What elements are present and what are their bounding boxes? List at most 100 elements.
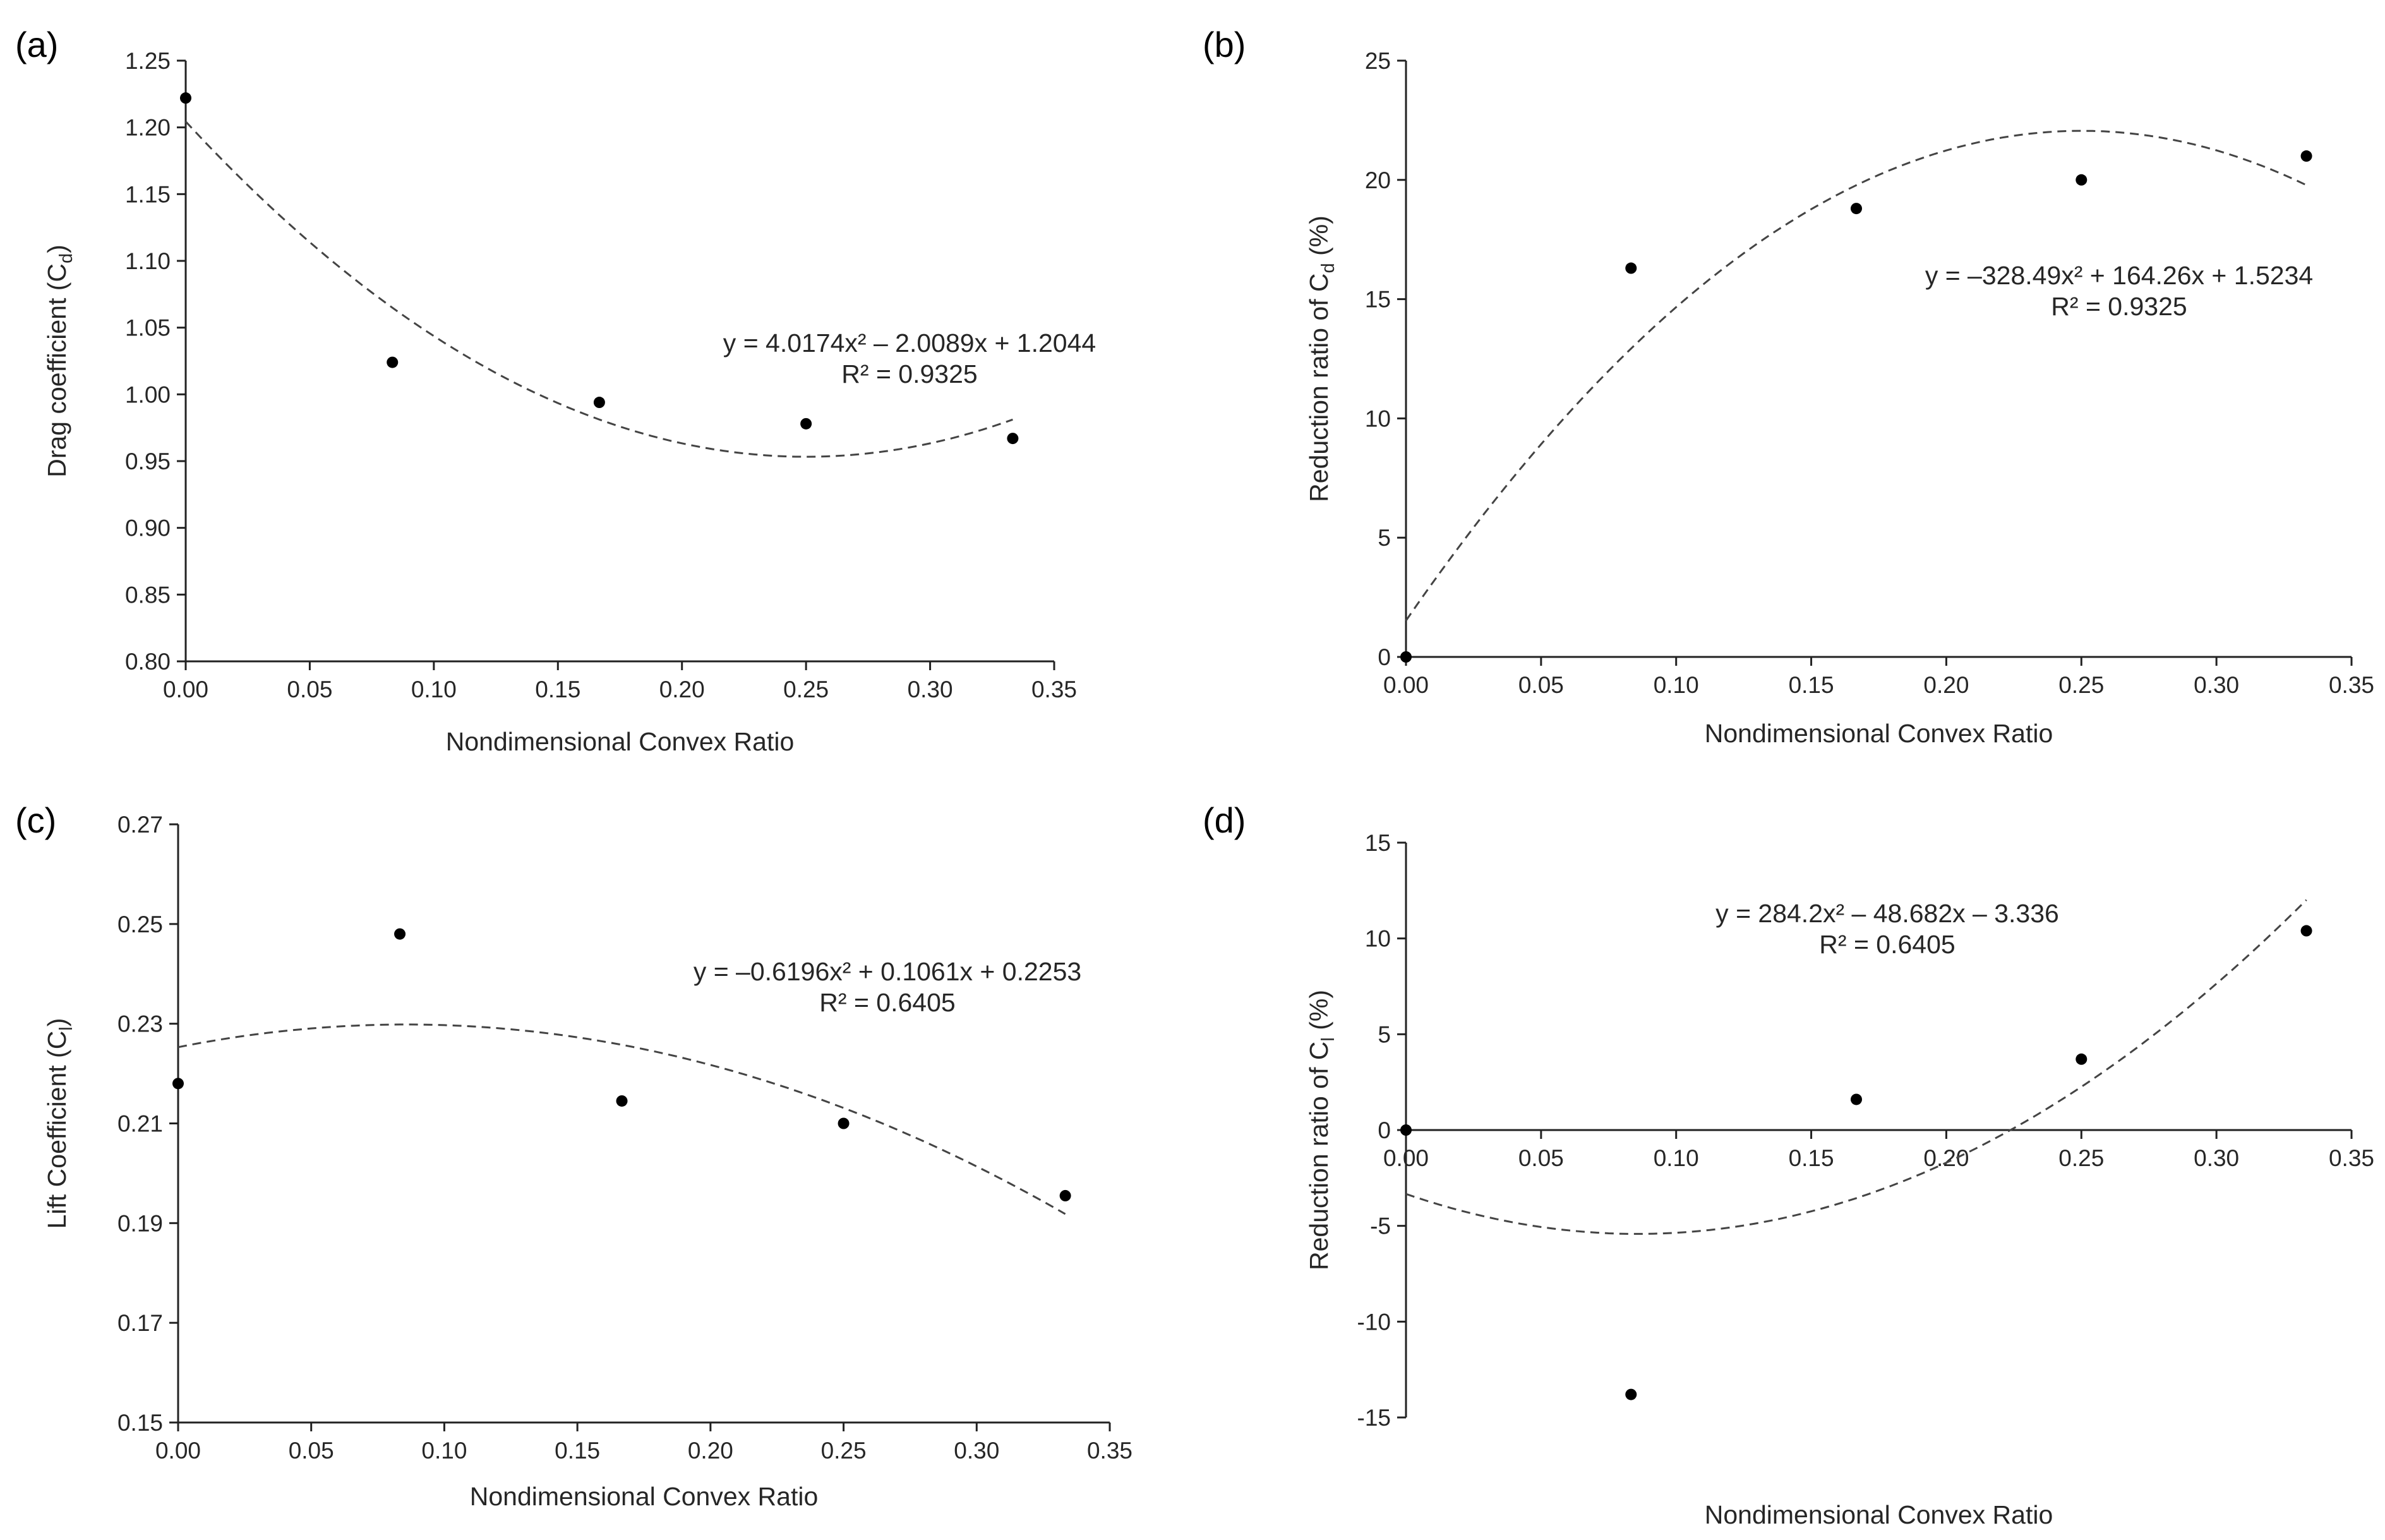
y-tick-label: 15 [1365,287,1391,313]
y-tick-label: 20 [1365,167,1391,193]
x-axis-title: Nondimensional Convex Ratio [1705,719,2053,748]
x-tick-label: 0.05 [1518,1145,1564,1171]
data-point [616,1095,628,1107]
x-tick-label: 0.00 [155,1438,201,1464]
trendline [1405,899,2307,1235]
x-tick-label: 0.35 [2329,1145,2374,1171]
y-tick-label: 0.19 [117,1210,163,1236]
x-tick-label: 0.10 [1654,672,1699,698]
x-tick-label: 0.20 [688,1438,733,1464]
chart-panel-2: (b) 0 5 10 15 20 25 0.00 0.05 0.10 0.15 0.20 0.25 0.3… [1203,25,2374,748]
x-tick-label: 0.10 [411,677,457,702]
chart-panel-1: (a) 0.80 0.85 0.90 0.95 1.00 1.05 1.10 1.15 1.20 1… [15,25,1096,756]
y-tick-label: 5 [1378,525,1391,551]
data-point [1007,433,1019,445]
y-tick-label: 0.21 [117,1111,163,1137]
x-tick-label: 0.20 [1923,672,1969,698]
panel-label: (a) [15,25,58,64]
x-tick-label: 0.15 [535,677,580,702]
data-point [1850,1093,1862,1105]
data-point [838,1117,850,1129]
y-tick-label: 10 [1365,926,1391,952]
data-point [800,418,812,430]
x-tick-label: 0.25 [783,677,829,702]
y-tick-label: 0.95 [125,448,171,474]
x-axis-title: Nondimensional Convex Ratio [1705,1500,2053,1529]
data-point [1850,203,1862,215]
data-point [172,1078,184,1090]
y-tick-label: 0.23 [117,1011,163,1037]
data-point [1400,651,1412,663]
panel-label: (b) [1203,25,1246,64]
x-tick-label: 0.05 [289,1438,334,1464]
y-tick-label: 0.25 [117,911,163,937]
r-squared: R² = 0.6405 [1819,930,1955,959]
trend-equation: y = –0.6196x² + 0.1061x + 0.2253 [694,957,1081,986]
y-tick-label: 0.80 [125,649,171,675]
data-point [593,397,605,409]
x-tick-label: 0.10 [421,1438,467,1464]
chart-panel-3: (c) 0.15 0.17 0.19 0.21 0.23 0.25 0.27 0.00 0.05 0… [15,800,1132,1511]
trend-equation: y = 284.2x² – 48.682x – 3.336 [1715,899,2059,928]
x-tick-label: 0.25 [821,1438,867,1464]
y-tick-label: 10 [1365,406,1391,431]
x-tick-label: 0.00 [1383,672,1429,698]
x-tick-label: 0.15 [1789,672,1834,698]
y-tick-label: 0.27 [117,812,163,838]
y-tick-label: -5 [1370,1213,1391,1239]
r-squared: R² = 0.9325 [2051,292,2187,321]
panel-label: (c) [15,800,56,840]
data-point [2300,925,2312,937]
trendline [184,121,1013,458]
y-tick-label: 25 [1365,48,1391,74]
data-point [2300,150,2312,162]
data-point [1625,1388,1637,1400]
x-tick-label: 0.30 [2194,1145,2239,1171]
data-point [1059,1189,1071,1201]
x-tick-label: 0.05 [287,677,332,702]
data-point [2076,1053,2088,1065]
x-tick-label: 0.15 [1789,1145,1834,1171]
x-tick-label: 0.35 [1087,1438,1132,1464]
y-axis-title: Reduction ratio of Cl (%) [1304,990,1338,1270]
y-tick-label: 0.85 [125,582,171,608]
y-axis-title: Lift Coefficient (Cl) [42,1018,76,1229]
y-axis-title: Reduction ratio of Cd (%) [1304,215,1338,502]
y-tick-label: 0.17 [117,1310,163,1336]
data-point [387,356,399,368]
y-tick-label: 1.00 [125,382,171,407]
y-tick-label: 1.20 [125,115,171,141]
x-tick-label: 0.30 [954,1438,999,1464]
y-tick-label: 1.15 [125,181,171,207]
y-tick-label: -10 [1357,1309,1391,1335]
y-tick-label: 0 [1378,1117,1391,1143]
r-squared: R² = 0.9325 [841,359,977,388]
x-tick-label: 0.30 [2194,672,2239,698]
data-point [394,928,406,940]
x-tick-label: 0.15 [555,1438,600,1464]
trendline [1405,129,2307,622]
x-axis-title: Nondimensional Convex Ratio [446,727,795,756]
y-tick-label: 15 [1365,830,1391,856]
x-axis-title: Nondimensional Convex Ratio [470,1482,819,1511]
x-tick-label: 0.10 [1654,1145,1699,1171]
trend-equation: y = –328.49x² + 164.26x + 1.5234 [1925,261,2313,290]
data-point [2076,174,2088,186]
y-tick-label: 5 [1378,1021,1391,1047]
x-tick-label: 0.00 [1383,1145,1429,1171]
x-tick-label: 0.20 [1923,1145,1969,1171]
y-tick-label: 1.25 [125,48,171,74]
x-tick-label: 0.25 [2058,1145,2104,1171]
x-tick-label: 0.25 [2058,672,2104,698]
y-tick-label: 0.15 [117,1410,163,1436]
x-tick-label: 0.00 [163,677,208,702]
r-squared: R² = 0.6405 [819,988,955,1017]
x-tick-label: 0.20 [659,677,705,702]
x-tick-label: 0.35 [1031,677,1077,702]
y-axis-title: Drag coefficient (Cd) [42,244,76,478]
trend-equation: y = 4.0174x² – 2.0089x + 1.2044 [723,328,1096,358]
y-tick-label: 0 [1378,644,1391,670]
data-point [180,92,191,104]
y-tick-label: 1.10 [125,248,171,274]
